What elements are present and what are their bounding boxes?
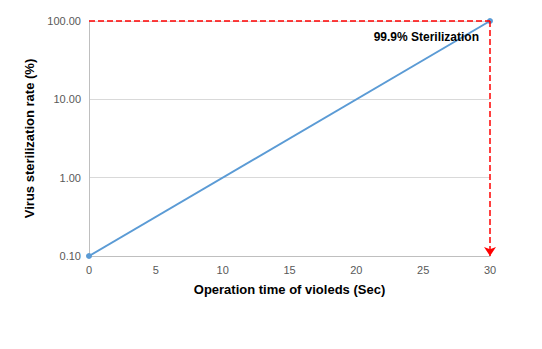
svg-text:100.00: 100.00 <box>47 15 81 27</box>
svg-text:Virus sterilization rate (%): Virus sterilization rate (%) <box>22 59 37 218</box>
svg-text:Operation time of violeds (Sec: Operation time of violeds (Sec) <box>194 282 385 297</box>
svg-text:25: 25 <box>417 264 429 276</box>
svg-text:0.10: 0.10 <box>60 250 81 262</box>
svg-text:30: 30 <box>484 264 496 276</box>
svg-text:5: 5 <box>153 264 159 276</box>
svg-text:99.9% Sterilization: 99.9% Sterilization <box>374 30 479 44</box>
svg-text:10.00: 10.00 <box>53 93 81 105</box>
svg-text:1.00: 1.00 <box>60 172 81 184</box>
svg-text:20: 20 <box>350 264 362 276</box>
svg-text:0: 0 <box>86 264 92 276</box>
svg-text:10: 10 <box>217 264 229 276</box>
svg-text:15: 15 <box>283 264 295 276</box>
